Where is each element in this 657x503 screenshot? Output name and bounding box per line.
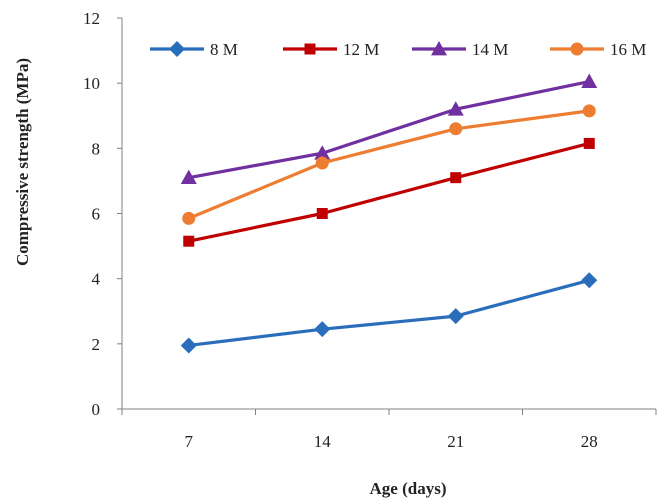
- series-line: [189, 82, 590, 178]
- y-tick-label: 6: [92, 205, 101, 224]
- y-tick-label: 10: [83, 74, 100, 93]
- y-axis-title: Compressive strength (MPa): [13, 58, 32, 266]
- data-point: [183, 236, 194, 247]
- data-point: [181, 337, 197, 353]
- legend-marker: [571, 43, 584, 56]
- data-point: [450, 172, 461, 183]
- data-point: [182, 212, 195, 225]
- y-tick-label: 12: [83, 9, 100, 28]
- data-point: [448, 308, 464, 324]
- series-12m: [183, 138, 595, 247]
- x-tick-label: 14: [314, 432, 332, 451]
- x-tick-label: 28: [581, 432, 598, 451]
- data-point: [317, 208, 328, 219]
- series-line: [189, 280, 590, 345]
- chart-axes: 0 2 4 6 8 10 12 7 14 21 28: [83, 9, 656, 451]
- data-point: [449, 122, 462, 135]
- series-8m: [181, 272, 598, 353]
- y-tick-label: 4: [92, 270, 101, 289]
- legend-item: 8 M: [150, 40, 238, 59]
- legend-label: 12 M: [343, 40, 379, 59]
- data-point: [314, 321, 330, 337]
- series-line: [189, 111, 590, 219]
- data-point: [581, 74, 597, 88]
- y-tick-label: 0: [92, 400, 101, 419]
- legend-item: 16 M: [550, 40, 646, 59]
- legend-item: 12 M: [283, 40, 379, 59]
- x-tick-label: 21: [447, 432, 464, 451]
- series-14m: [181, 74, 598, 185]
- series-16m: [182, 104, 596, 225]
- legend-marker: [305, 44, 316, 55]
- x-tick-label: 7: [185, 432, 194, 451]
- legend-label: 16 M: [610, 40, 646, 59]
- data-point: [581, 272, 597, 288]
- data-point: [583, 104, 596, 117]
- legend-marker: [169, 41, 185, 57]
- x-axis-title: Age (days): [370, 479, 447, 498]
- legend-label: 14 M: [472, 40, 508, 59]
- plot-area: [181, 74, 598, 354]
- legend: 8 M 12 M 14 M 16 M: [150, 40, 646, 59]
- y-tick-label: 8: [92, 139, 101, 158]
- data-point: [316, 156, 329, 169]
- legend-label: 8 M: [210, 40, 238, 59]
- y-tick-label: 2: [92, 335, 101, 354]
- data-point: [584, 138, 595, 149]
- legend-item: 14 M: [412, 40, 508, 59]
